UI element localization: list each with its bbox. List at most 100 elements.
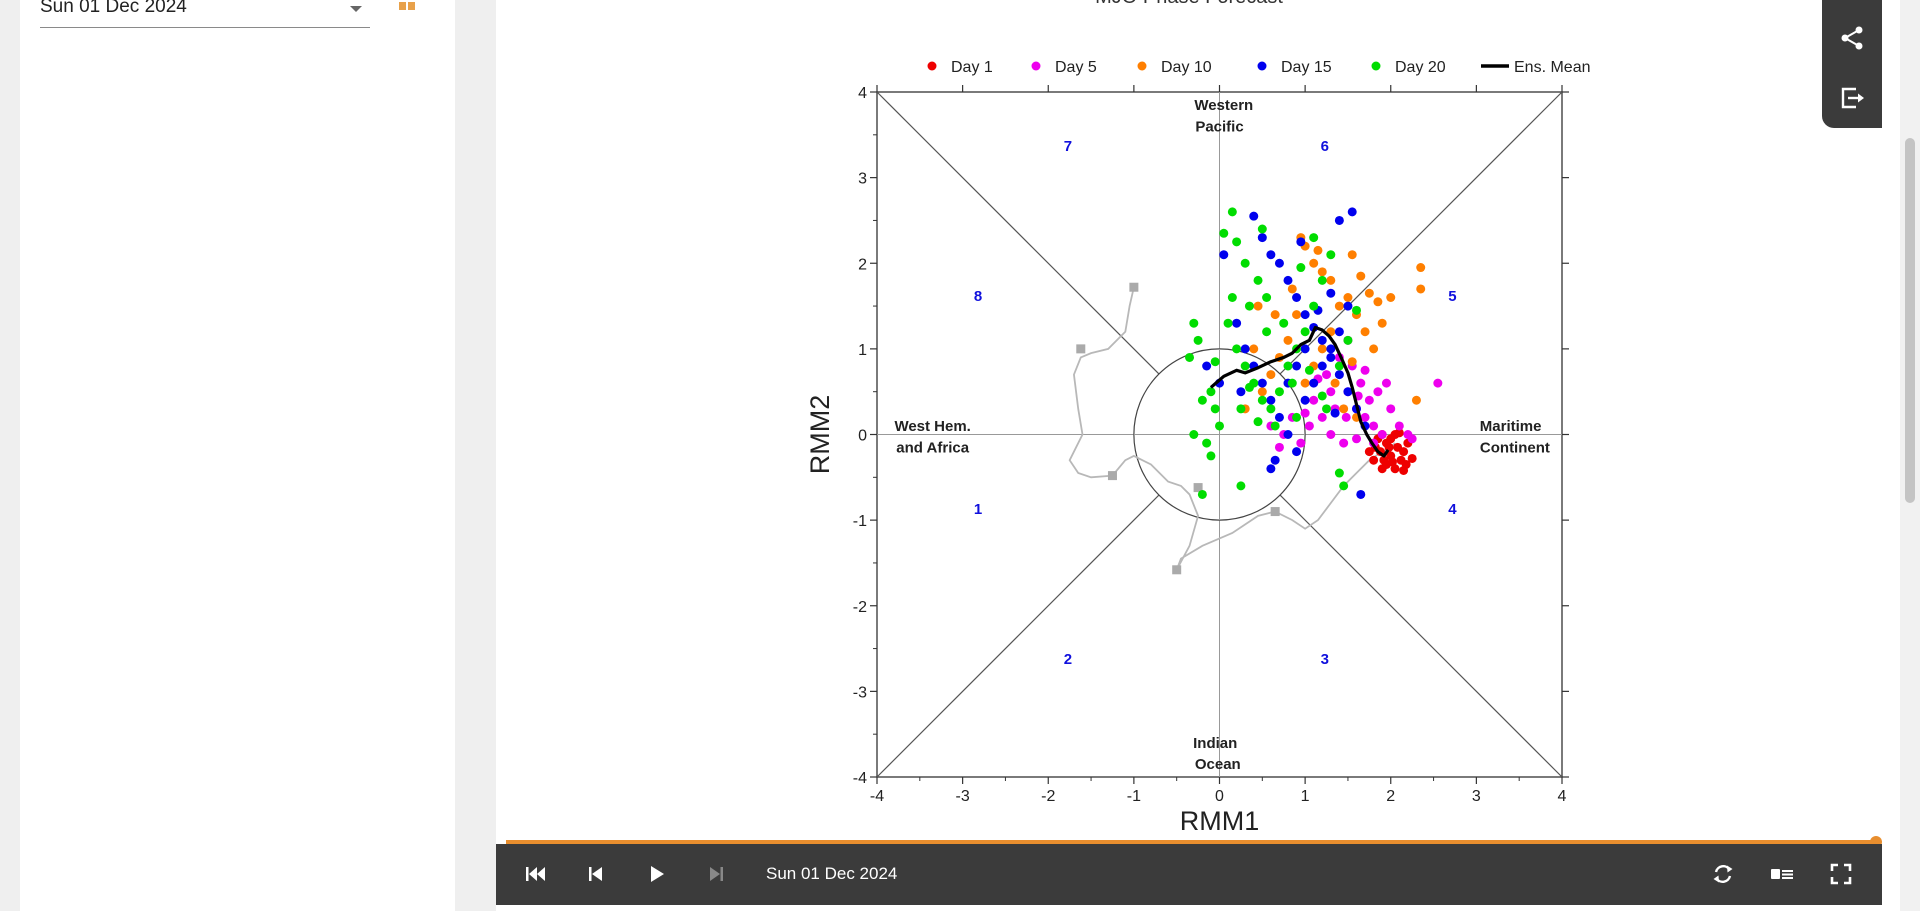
phase-number-label: 8 [974, 288, 982, 305]
share-icon[interactable] [1838, 24, 1866, 52]
data-point-day-1 [1399, 447, 1409, 457]
phase-number-label: 4 [1448, 501, 1457, 518]
data-point-day-20 [1274, 387, 1284, 397]
data-point-day-15 [1309, 378, 1319, 388]
data-point-day-20 [1283, 361, 1293, 371]
observed-track-marker [1129, 282, 1139, 292]
data-point-day-15 [1317, 361, 1327, 371]
y-tick-label: 2 [858, 256, 867, 273]
data-point-day-10 [1334, 301, 1344, 311]
fullscreen-icon[interactable] [1828, 861, 1854, 887]
step-forward-icon[interactable] [703, 861, 729, 887]
data-point-day-10 [1313, 245, 1323, 255]
data-point-day-20 [1326, 250, 1336, 260]
y-tick-label: -2 [853, 599, 867, 616]
data-point-day-10 [1386, 293, 1396, 302]
data-point-day-20 [1300, 327, 1310, 337]
data-point-day-20 [1253, 417, 1263, 427]
data-point-day-5 [1300, 408, 1310, 418]
plot-title: MJO Phase Forecast [496, 0, 1882, 9]
data-point-day-20 [1223, 318, 1233, 328]
data-point-day-5 [1304, 421, 1314, 431]
region-label: Indian [1193, 735, 1237, 752]
region-label: Western [1194, 97, 1253, 114]
play-icon[interactable] [643, 861, 669, 887]
data-point-day-5 [1407, 434, 1417, 444]
data-point-day-5 [1339, 438, 1349, 448]
data-point-day-15 [1249, 211, 1259, 221]
data-point-day-15 [1266, 464, 1276, 474]
data-point-day-20 [1292, 412, 1302, 422]
data-point-day-5 [1309, 395, 1319, 405]
data-point-day-20 [1232, 237, 1242, 247]
data-point-day-5 [1274, 442, 1284, 452]
data-point-day-20 [1317, 391, 1327, 401]
y-tick-label: 3 [858, 171, 867, 188]
data-point-day-20 [1206, 387, 1216, 397]
data-point-day-20 [1334, 468, 1344, 478]
data-point-day-20 [1257, 224, 1267, 234]
data-point-day-5 [1360, 412, 1370, 422]
scrollbar-thumb[interactable] [1905, 138, 1915, 503]
data-point-day-10 [1356, 271, 1366, 281]
data-point-day-10 [1416, 263, 1426, 273]
data-point-day-15 [1292, 447, 1302, 457]
data-point-day-20 [1185, 352, 1195, 362]
data-point-day-10 [1317, 267, 1327, 277]
data-point-day-20 [1232, 344, 1242, 354]
data-point-day-20 [1262, 293, 1272, 302]
legend-marker [1137, 61, 1147, 71]
data-point-day-10 [1364, 288, 1374, 298]
data-point-day-5 [1381, 378, 1391, 388]
phase-number-label: 7 [1064, 138, 1072, 155]
loop-icon[interactable] [1710, 861, 1736, 887]
skip-first-icon[interactable] [523, 861, 549, 887]
date-select-value: Sun 01 Dec 2024 [40, 0, 187, 17]
data-point-day-20 [1215, 421, 1224, 431]
data-point-day-20 [1343, 335, 1353, 345]
step-back-icon[interactable] [583, 861, 609, 887]
data-point-day-1 [1387, 457, 1397, 467]
x-tick-label: 1 [1301, 788, 1310, 805]
caption-icon[interactable] [1769, 861, 1795, 887]
data-point-day-1 [1407, 453, 1417, 463]
observed-track-marker [1172, 565, 1182, 575]
x-tick-label: -3 [956, 788, 970, 805]
data-point-day-10 [1253, 301, 1263, 311]
data-point-day-15 [1292, 361, 1302, 371]
region-label: Pacific [1195, 118, 1243, 135]
data-point-day-10 [1309, 258, 1319, 268]
data-point-day-15 [1219, 250, 1229, 260]
rmm-phase-chart: -4 -3 -2 -1 0 1 2 3 4 -4 -3 -2 -1 0 1 2 3 4 RMM1 RMM2 Wester… [805, 59, 1590, 836]
data-point-day-15 [1347, 207, 1357, 217]
data-point-day-20 [1210, 357, 1220, 367]
data-point-day-10 [1411, 395, 1421, 405]
data-point-day-15 [1334, 327, 1344, 337]
region-label: and Africa [896, 439, 969, 456]
date-select[interactable]: Sun 01 Dec 2024 [40, 0, 370, 28]
data-point-day-15 [1202, 361, 1212, 371]
data-point-day-15 [1240, 344, 1250, 354]
data-point-day-20 [1240, 258, 1250, 268]
data-point-day-5 [1360, 365, 1370, 375]
data-point-day-20 [1270, 421, 1280, 431]
legend-marker [927, 61, 937, 71]
progress-bar[interactable] [506, 840, 1876, 844]
share-panel [1822, 0, 1882, 128]
y-tick-label: 4 [858, 85, 867, 102]
data-point-day-5 [1433, 378, 1443, 388]
data-point-day-10 [1330, 378, 1340, 388]
export-icon[interactable] [1838, 84, 1866, 112]
grid-view-icon[interactable] [399, 0, 417, 12]
data-point-day-5 [1322, 370, 1332, 380]
player-date: Sun 01 Dec 2024 [766, 864, 898, 883]
data-point-day-1 [1390, 464, 1400, 474]
data-point-day-10 [1292, 310, 1302, 320]
data-point-day-15 [1334, 215, 1344, 225]
data-point-day-20 [1262, 327, 1272, 337]
y-tick-label: -1 [853, 513, 867, 530]
observed-track-marker [1193, 483, 1203, 493]
data-point-day-1 [1369, 455, 1379, 465]
data-point-day-20 [1197, 395, 1207, 405]
data-point-day-15 [1317, 335, 1327, 345]
